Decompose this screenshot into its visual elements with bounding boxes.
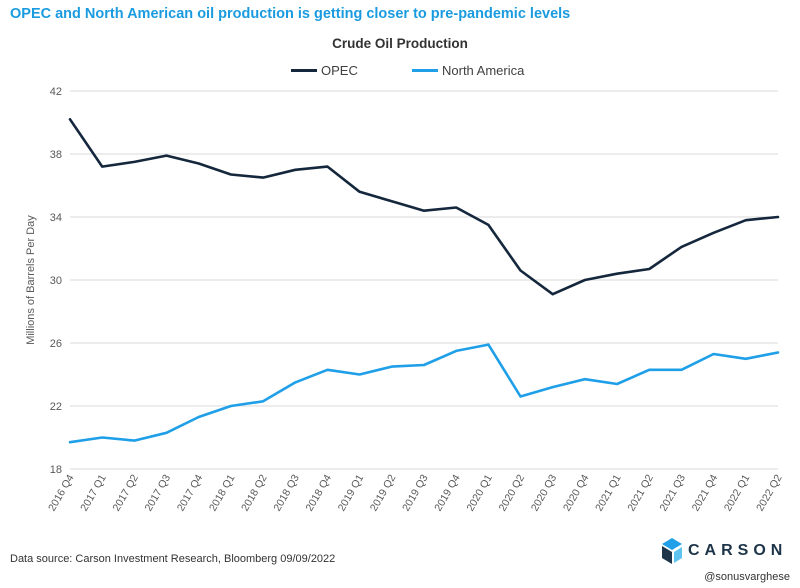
x-tick-label: 2017 Q2 [110, 472, 141, 513]
legend: OPEC North America [0, 63, 800, 83]
x-tick-label: 2017 Q3 [143, 472, 174, 513]
x-tick-label: 2021 Q4 [690, 472, 721, 513]
x-tick-label: 2019 Q2 [368, 472, 399, 513]
x-tick-label: 2021 Q1 [593, 472, 624, 513]
x-tick-label: 2020 Q1 [464, 472, 495, 513]
x-tick-label: 2020 Q2 [497, 472, 528, 513]
carson-logo-text: CARSON [688, 542, 788, 559]
y-tick-label: 18 [50, 464, 62, 476]
y-tick-label: 26 [50, 338, 62, 350]
author-handle: @sonusvarghese [704, 571, 790, 583]
x-tick-label: 2019 Q3 [400, 472, 431, 513]
x-tick-label: 2018 Q1 [207, 472, 238, 513]
x-tick-label: 2021 Q3 [658, 472, 689, 513]
legend-item-north-america: North America [412, 63, 524, 78]
x-tick-label: 2016 Q4 [46, 472, 77, 513]
carson-logo-icon [662, 538, 682, 564]
x-tick-label: 2017 Q4 [175, 472, 206, 513]
legend-item-opec: OPEC [291, 63, 358, 78]
x-tick-label: 2019 Q1 [336, 472, 367, 513]
series-line-opec [68, 118, 780, 296]
carson-logo: CARSON [660, 538, 787, 564]
legend-label-north-america: North America [442, 63, 525, 78]
series-line-north-america [68, 343, 780, 444]
y-tick-label: 38 [50, 149, 62, 161]
y-tick-label: 30 [50, 275, 62, 287]
x-tick-label: 2018 Q2 [239, 472, 270, 513]
data-source-note: Data source: Carson Investment Research,… [10, 553, 336, 565]
y-tick-label: 42 [50, 86, 62, 98]
y-axis-label: Millions of Barrels Per Day [25, 215, 37, 345]
chart-title: Crude Oil Production [332, 36, 468, 51]
legend-swatch-opec [291, 69, 317, 72]
x-tick-label: 2020 Q3 [529, 472, 560, 513]
x-tick-label: 2022 Q2 [754, 472, 785, 513]
x-tick-label: 2017 Q1 [78, 472, 109, 513]
headline: OPEC and North American oil production i… [10, 6, 571, 22]
x-tick-label: 2022 Q1 [722, 472, 753, 513]
x-tick-label: 2020 Q4 [561, 472, 592, 513]
y-tick-label: 22 [50, 401, 62, 413]
legend-label-opec: OPEC [321, 63, 358, 78]
x-tick-label: 2018 Q3 [271, 472, 302, 513]
x-tick-label: 2018 Q4 [304, 472, 335, 513]
x-tick-label: 2019 Q4 [432, 472, 463, 513]
x-tick-label: 2021 Q2 [625, 472, 656, 513]
y-tick-label: 34 [50, 212, 62, 224]
legend-swatch-north-america [412, 69, 438, 72]
